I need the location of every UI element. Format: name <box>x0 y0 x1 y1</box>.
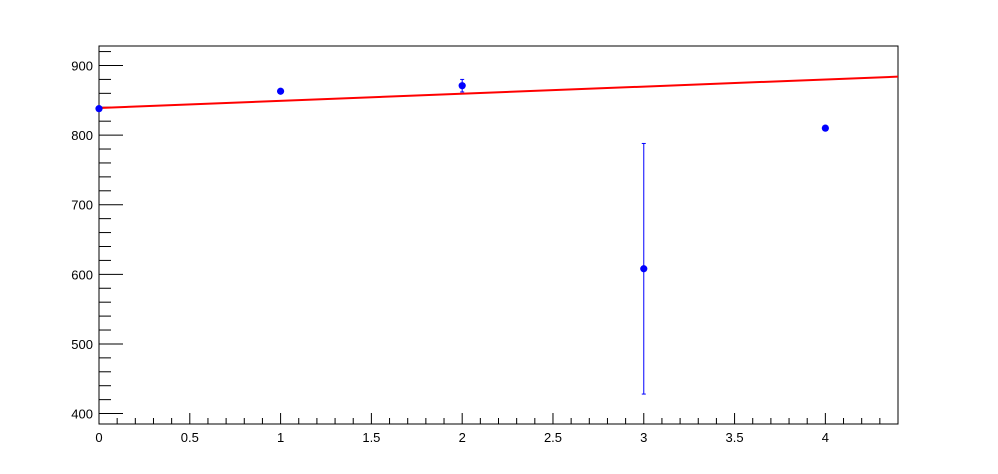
x-tick-label: 0.5 <box>181 430 199 445</box>
y-tick-label: 700 <box>71 198 93 213</box>
y-tick-label: 800 <box>71 128 93 143</box>
fit-line <box>98 75 899 109</box>
x-tick-label: 2 <box>459 430 466 445</box>
x-tick-label: 2.5 <box>544 430 562 445</box>
data-point <box>640 265 648 273</box>
y-tick-label: 400 <box>71 407 93 422</box>
x-tick-label: 3 <box>640 430 647 445</box>
data-point <box>276 87 285 95</box>
data-point <box>458 82 466 90</box>
data-point <box>821 124 829 132</box>
y-tick-label: 500 <box>71 337 93 352</box>
data-points-layer <box>95 78 829 395</box>
x-tick-label: 1.5 <box>362 430 380 445</box>
x-tick-label: 3.5 <box>726 430 744 445</box>
y-tick-label: 900 <box>71 58 93 73</box>
data-point <box>95 105 103 113</box>
x-axis: 0 0.5 1 1.5 2 2.5 3 3.5 4 <box>95 413 899 445</box>
y-tick-label: 600 <box>71 267 93 282</box>
x-tick-label: 0 <box>95 430 102 445</box>
fit-line-layer <box>98 75 899 109</box>
x-tick-label: 4 <box>822 430 829 445</box>
y-axis: 400 500 600 700 800 900 <box>71 46 123 424</box>
x-tick-label: 1 <box>277 430 284 445</box>
